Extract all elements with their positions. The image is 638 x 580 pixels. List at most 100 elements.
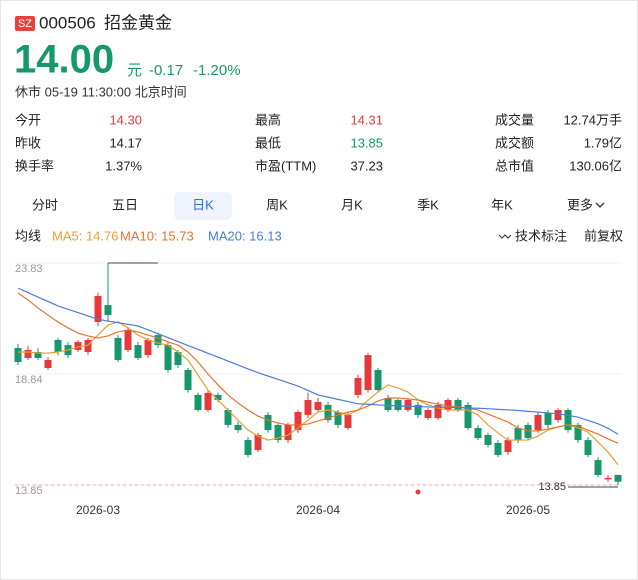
stat-value: 12.74万手 bbox=[563, 112, 622, 127]
tab[interactable]: 日K bbox=[192, 197, 214, 212]
candle-body bbox=[204, 392, 212, 411]
candle-body bbox=[494, 442, 502, 455]
stat-label: 总市值 bbox=[495, 158, 534, 173]
candle-body bbox=[514, 428, 522, 441]
ma-legend: MA20: 16.13 bbox=[208, 228, 282, 243]
candle-body bbox=[254, 434, 262, 451]
tab-selected-bg bbox=[174, 192, 232, 220]
tab[interactable]: 分时 bbox=[32, 197, 58, 212]
x-tick-label: 2026-04 bbox=[296, 503, 340, 517]
candle-body bbox=[234, 424, 242, 431]
badge-bg bbox=[15, 16, 35, 31]
candle-body bbox=[504, 440, 512, 453]
candle-body bbox=[124, 329, 132, 350]
more-chevron bbox=[595, 202, 605, 208]
candle-body bbox=[174, 351, 182, 366]
tool-button[interactable]: 技术标注 bbox=[515, 228, 567, 243]
tab[interactable]: 月K bbox=[341, 197, 363, 212]
stat-value: 1.79亿 bbox=[584, 135, 622, 150]
tool-icon bbox=[498, 234, 512, 239]
candle-body bbox=[14, 347, 22, 362]
candle-body bbox=[344, 414, 352, 429]
y-tick-label: 18.84 bbox=[15, 374, 43, 386]
stat-label: 成交量 bbox=[495, 112, 534, 127]
ma-legend: MA10: 15.73 bbox=[120, 228, 194, 243]
candle-body bbox=[304, 400, 312, 415]
candle-body bbox=[134, 345, 142, 358]
x-tick-label: 2026-05 bbox=[506, 503, 550, 517]
change-pct: -1.20% bbox=[193, 62, 241, 79]
adjust-button[interactable]: 前复权 bbox=[584, 228, 623, 243]
stat-label: 市盈(TTM) bbox=[255, 158, 316, 173]
candle-body bbox=[354, 378, 362, 395]
price-unit: 元 bbox=[127, 62, 142, 79]
stat-value: 14.17 bbox=[109, 135, 142, 150]
stat-value: 1.37% bbox=[105, 158, 142, 173]
ma-line bbox=[17, 287, 619, 435]
x-tick-label: 2026-03 bbox=[76, 503, 120, 517]
ma-line bbox=[17, 292, 619, 444]
candle-body bbox=[244, 440, 252, 455]
y-tick-label: 13.85 bbox=[15, 485, 43, 497]
candle-body bbox=[324, 404, 332, 421]
candle-body bbox=[564, 410, 572, 431]
candle-body bbox=[194, 394, 202, 411]
candle-body bbox=[474, 428, 482, 439]
candle-body bbox=[24, 349, 32, 358]
tab[interactable]: 五日 bbox=[112, 197, 138, 212]
candle-body bbox=[444, 400, 452, 411]
candle-body bbox=[534, 414, 542, 431]
candle-body bbox=[574, 424, 582, 441]
stat-label: 成交额 bbox=[495, 135, 534, 150]
candle-body bbox=[414, 404, 422, 415]
candle-body bbox=[584, 440, 592, 455]
stat-value: 37.23 bbox=[350, 158, 383, 173]
candle-body bbox=[464, 404, 472, 429]
candle-body bbox=[454, 400, 462, 411]
stat-value: 130.06亿 bbox=[569, 158, 622, 173]
badge: SZ bbox=[18, 18, 32, 30]
candle-body bbox=[314, 402, 322, 411]
candle-body bbox=[294, 412, 302, 431]
stock-name: 招金黄金 bbox=[104, 13, 172, 32]
candle-body bbox=[114, 337, 122, 360]
candle-body bbox=[614, 474, 622, 482]
candle-body bbox=[274, 424, 282, 441]
stock-code: 000506 bbox=[39, 13, 96, 32]
candle-body bbox=[604, 477, 612, 480]
candle-body bbox=[404, 400, 412, 411]
candle-body bbox=[94, 295, 102, 322]
candle-body bbox=[424, 410, 432, 419]
candle-body bbox=[44, 359, 52, 368]
stat-value: 14.30 bbox=[109, 112, 142, 127]
candle-body bbox=[264, 414, 272, 431]
candle-body bbox=[484, 434, 492, 445]
candle-body bbox=[224, 410, 232, 425]
candle-body bbox=[384, 398, 392, 411]
stat-label: 换手率 bbox=[15, 158, 54, 173]
tab[interactable]: 季K bbox=[417, 197, 439, 212]
candle-body bbox=[544, 412, 552, 425]
stat-label: 最高 bbox=[255, 112, 281, 127]
candle-body bbox=[144, 339, 152, 356]
candle-body bbox=[284, 424, 292, 441]
candle-body bbox=[214, 394, 222, 401]
ma-legend: MA5: 14.76 bbox=[52, 228, 119, 243]
candle-body bbox=[554, 410, 562, 421]
tab[interactable]: 更多 bbox=[567, 197, 593, 212]
candle-body bbox=[54, 339, 62, 352]
tab[interactable]: 年K bbox=[491, 197, 513, 212]
candle-body bbox=[34, 351, 42, 358]
stat-label: 今开 bbox=[15, 112, 41, 127]
candle-body bbox=[364, 355, 372, 391]
tab[interactable]: 周K bbox=[266, 197, 288, 212]
stat-label: 最低 bbox=[255, 135, 281, 150]
candle-body bbox=[394, 400, 402, 411]
candle-body bbox=[84, 339, 92, 352]
price: 14.00 bbox=[14, 38, 114, 82]
candle-body bbox=[154, 335, 162, 346]
candle-body bbox=[74, 341, 82, 350]
